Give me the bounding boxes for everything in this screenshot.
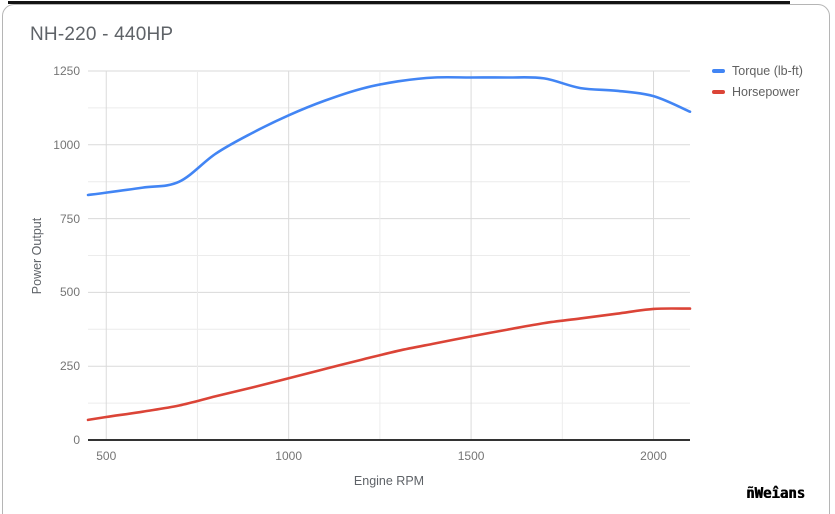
y-tick-label: 250 [59, 359, 80, 374]
legend-label: Torque (lb-ft) [732, 63, 803, 78]
legend-label: Horsepower [732, 84, 800, 99]
legend-item: Horsepower [712, 81, 803, 102]
x-tick-label: 2000 [640, 449, 667, 463]
watermark: ñWeîans [746, 485, 806, 503]
chart-title: NH-220 - 440HP [30, 24, 174, 45]
x-tick-label: 1500 [457, 449, 485, 463]
legend-item: Torque (lb-ft) [712, 60, 803, 81]
y-tick-label: 0 [73, 433, 80, 447]
legend: Torque (lb-ft) Horsepower [712, 60, 803, 102]
legend-swatch-icon [712, 68, 725, 73]
series-line-torque-lb-ft [86, 75, 692, 197]
y-tick-label: 1000 [53, 137, 80, 152]
x-tick-label: 1000 [275, 449, 303, 463]
x-tick-label: 500 [96, 449, 117, 463]
y-tick-label: 750 [59, 211, 80, 226]
x-axis-title: Engine RPM [353, 474, 425, 488]
series-line-horsepower [86, 307, 692, 422]
legend-swatch-icon [712, 89, 725, 94]
window-top-border [8, 1, 790, 4]
y-tick-label: 500 [59, 285, 80, 300]
y-tick-label: 1250 [53, 64, 80, 78]
